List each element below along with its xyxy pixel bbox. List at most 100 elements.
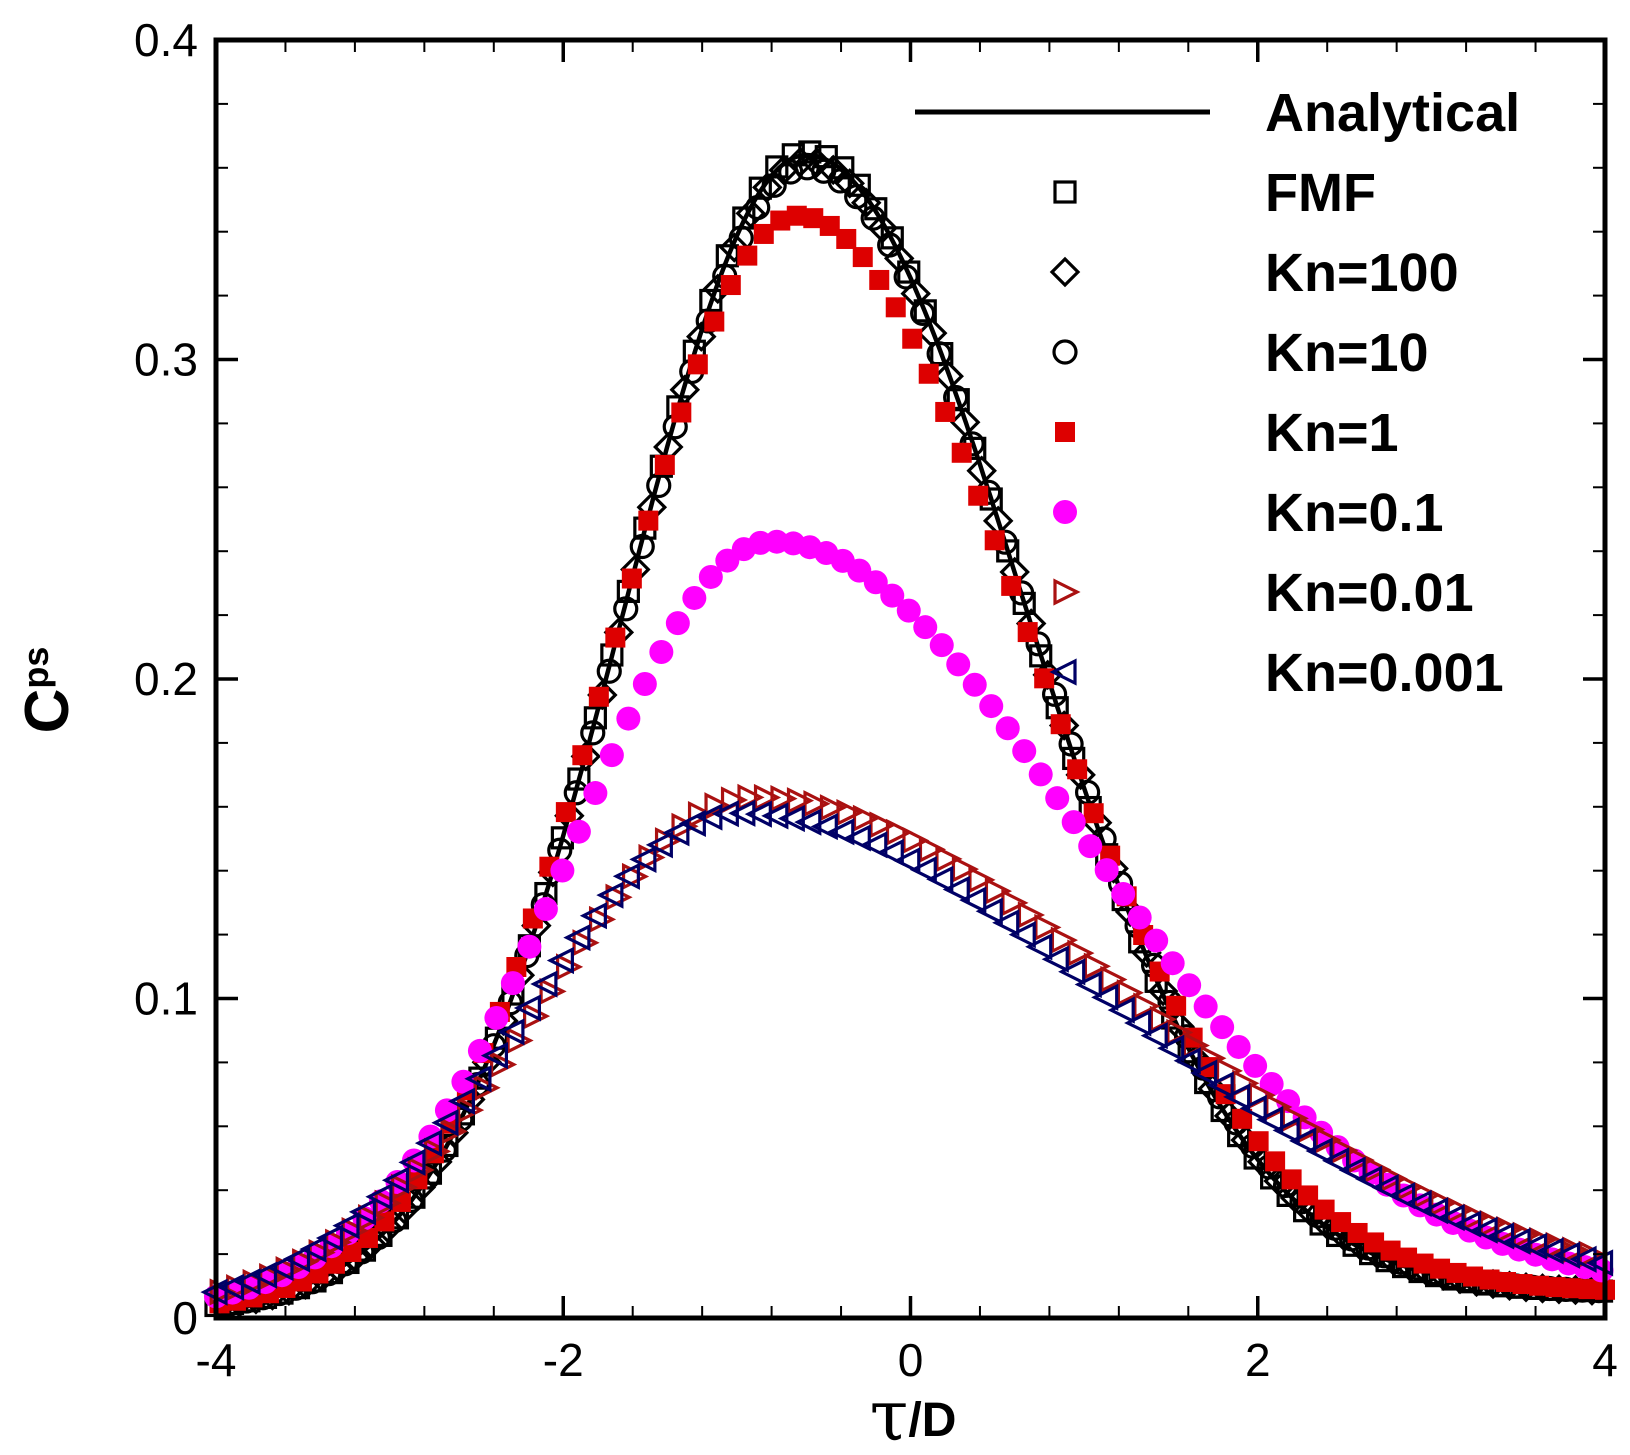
data-point xyxy=(216,1273,245,1301)
data-point xyxy=(434,1098,459,1123)
data-point xyxy=(1347,1222,1368,1243)
data-point xyxy=(1012,739,1037,764)
data-point xyxy=(1585,1249,1614,1277)
data-point xyxy=(632,672,657,697)
data-point xyxy=(266,1253,294,1282)
data-point xyxy=(358,1203,386,1232)
data-point xyxy=(1496,1271,1517,1292)
data-point xyxy=(1512,1221,1540,1249)
legend-entry: Kn=0.1 xyxy=(1053,483,1444,543)
legend-label: Kn=0.1 xyxy=(1265,483,1444,543)
data-point xyxy=(1545,1231,1573,1259)
data-point xyxy=(1331,1136,1359,1164)
data-point xyxy=(883,243,915,274)
data-point xyxy=(596,881,624,909)
data-point xyxy=(1364,1156,1392,1184)
legend-marker xyxy=(1052,339,1078,365)
data-point xyxy=(913,615,938,640)
data-point xyxy=(753,223,774,244)
data-point xyxy=(1210,1015,1235,1040)
data-point xyxy=(968,866,996,894)
legend-marker xyxy=(1049,658,1077,686)
data-point xyxy=(880,583,905,608)
data-point xyxy=(645,831,673,859)
data-point xyxy=(1578,1279,1599,1300)
data-point xyxy=(1430,1189,1458,1217)
data-point xyxy=(1430,1258,1451,1279)
data-point xyxy=(1331,1212,1352,1233)
data-point xyxy=(431,1109,459,1137)
data-point xyxy=(282,1245,311,1273)
data-point xyxy=(1001,889,1029,917)
data-point xyxy=(1380,1164,1408,1193)
data-point xyxy=(728,799,756,827)
data-point xyxy=(902,328,923,349)
data-point xyxy=(1067,759,1088,780)
data-point xyxy=(1314,1126,1342,1154)
y-tick-label: 0.2 xyxy=(134,653,198,705)
data-point xyxy=(1496,1215,1524,1244)
legend-marker xyxy=(1049,256,1081,288)
data-point xyxy=(1173,1047,1201,1075)
x-axis-title-sub: /D xyxy=(908,1394,956,1447)
data-point xyxy=(1470,1216,1498,1244)
data-point xyxy=(687,801,716,829)
data-point xyxy=(1347,1146,1375,1174)
data-point xyxy=(332,1212,360,1240)
data-point xyxy=(1124,1009,1152,1037)
series-kn-0-001 xyxy=(200,799,1614,1306)
data-point xyxy=(1107,996,1135,1024)
data-point xyxy=(1248,1131,1269,1152)
data-point xyxy=(682,585,707,610)
data-point xyxy=(580,720,606,746)
data-point xyxy=(424,1137,452,1165)
data-point xyxy=(398,1148,426,1176)
data-point xyxy=(719,232,750,263)
data-point xyxy=(876,838,904,866)
data-point xyxy=(1519,1232,1548,1260)
data-point xyxy=(1100,965,1128,994)
data-point xyxy=(850,187,882,219)
data-point xyxy=(484,1005,509,1030)
data-point xyxy=(778,159,804,185)
data-point xyxy=(827,168,853,194)
data-point xyxy=(761,172,787,198)
data-point xyxy=(913,299,937,323)
data-point xyxy=(579,902,607,930)
data-point xyxy=(1034,668,1055,689)
legend-entry: Kn=10 xyxy=(1052,323,1429,383)
data-point xyxy=(860,205,886,231)
axes: -4 -2 0 2 4 0 0.1 0.2 0.3 0.4 xyxy=(134,14,1618,1386)
data-point xyxy=(500,971,525,996)
data-point xyxy=(572,745,593,766)
data-point xyxy=(1058,731,1084,757)
data-point xyxy=(1116,979,1144,1007)
data-point xyxy=(1486,1222,1515,1250)
data-point xyxy=(844,184,870,210)
data-point xyxy=(902,826,930,855)
data-point xyxy=(827,818,855,846)
data-point xyxy=(735,198,767,229)
data-point xyxy=(1289,1127,1317,1155)
legend-marker xyxy=(1053,578,1081,606)
legend-label: Kn=1 xyxy=(1265,403,1399,463)
data-point xyxy=(909,856,937,884)
data-point xyxy=(943,384,969,411)
data-point xyxy=(414,1129,443,1157)
data-point xyxy=(315,1224,344,1252)
data-point xyxy=(1479,1269,1500,1290)
data-point xyxy=(1503,1227,1531,1255)
data-point xyxy=(1041,945,1069,973)
data-point xyxy=(596,658,622,684)
data-point xyxy=(946,652,971,677)
data-point xyxy=(612,862,640,890)
x-axis-title: τ/D xyxy=(870,1375,957,1455)
data-point xyxy=(860,831,888,859)
data-point xyxy=(671,402,692,423)
legend-label: Kn=100 xyxy=(1265,243,1459,303)
legend-marker xyxy=(1053,500,1077,524)
data-point xyxy=(1050,926,1078,954)
x-tick-label: -4 xyxy=(196,1334,237,1386)
data-point xyxy=(885,818,914,846)
data-point xyxy=(810,812,838,841)
